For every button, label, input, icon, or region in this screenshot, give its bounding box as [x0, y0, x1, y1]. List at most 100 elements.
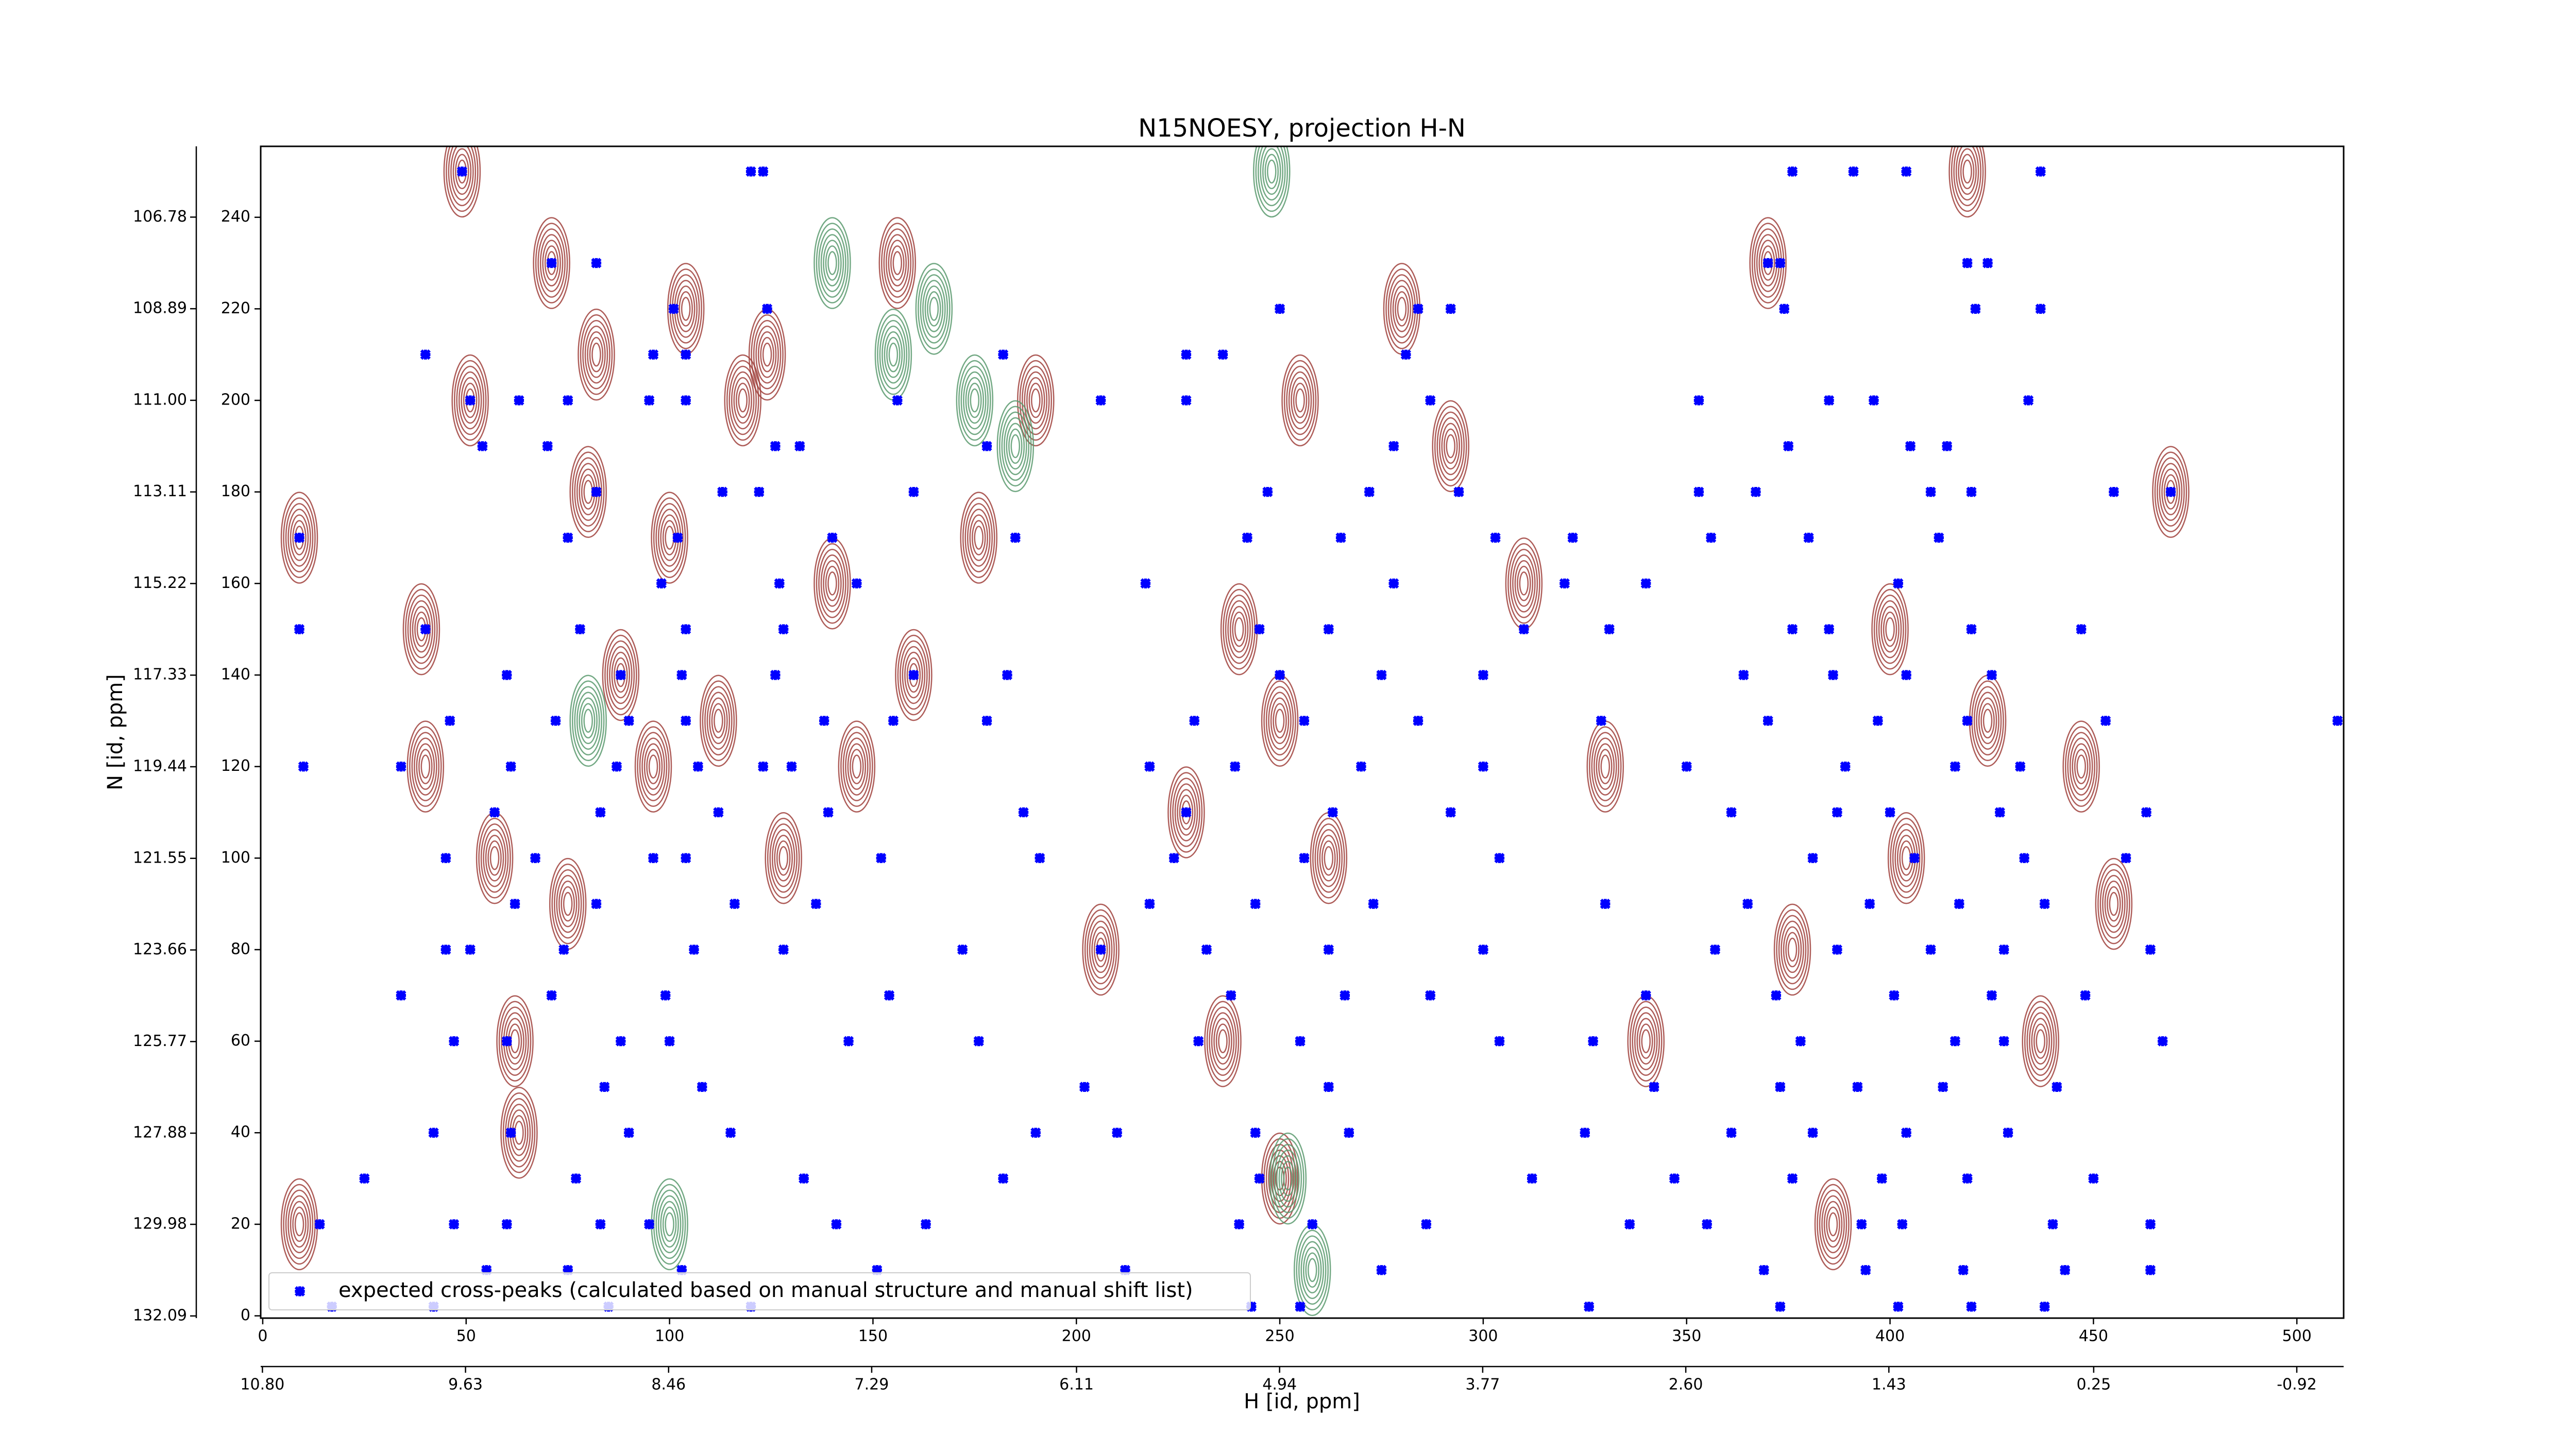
cross-peak — [1693, 395, 1704, 406]
contour — [820, 554, 844, 613]
contour — [1324, 846, 1334, 870]
cross-peak — [1580, 1127, 1590, 1138]
cross-peak — [1230, 761, 1241, 772]
contour — [888, 240, 907, 287]
contour — [1087, 915, 1115, 985]
x2-tick-label: 1.43 — [1872, 1376, 1906, 1394]
contour — [292, 1206, 307, 1242]
cross-peak — [843, 1036, 854, 1047]
cross-peak — [1742, 898, 1753, 909]
cross-peak — [1494, 1036, 1505, 1047]
cross-peak — [676, 669, 687, 681]
cross-peak — [448, 1219, 460, 1230]
contour — [1505, 537, 1543, 630]
contour — [816, 223, 849, 304]
contour — [1880, 605, 1900, 653]
contour — [416, 743, 435, 790]
contour — [883, 228, 912, 298]
cross-peak — [1246, 1301, 1257, 1312]
cross-peak — [1864, 898, 1875, 909]
contour — [1591, 732, 1620, 801]
contour — [1286, 365, 1314, 435]
cross-peak — [1453, 486, 1464, 497]
cross-peak — [1445, 304, 1456, 314]
cross-peak — [501, 669, 512, 681]
contour — [542, 240, 561, 287]
cross-peak — [615, 669, 626, 681]
cross-peak — [1856, 1219, 1867, 1230]
cross-peak — [2100, 715, 2111, 726]
contour — [287, 509, 311, 567]
contour — [587, 331, 606, 378]
cross-peak — [872, 1265, 883, 1275]
y-tick-label: 60 — [231, 1032, 250, 1050]
contour — [2107, 886, 2121, 922]
cross-peak — [1832, 944, 1843, 955]
contour — [1519, 571, 1529, 596]
cross-peak — [1738, 669, 1749, 681]
contour — [1089, 920, 1113, 979]
contour — [535, 223, 568, 304]
contour — [1871, 583, 1909, 676]
cross-peak — [1388, 441, 1399, 451]
contour — [1211, 1012, 1235, 1070]
cross-peak — [1262, 486, 1273, 497]
x-tick-label: 200 — [1062, 1327, 1091, 1345]
contour — [776, 840, 791, 876]
contour — [818, 228, 846, 298]
y2-tick-label: 106.78 — [133, 208, 187, 226]
contour — [728, 365, 757, 435]
contour — [660, 1201, 679, 1248]
cross-peak — [1010, 532, 1021, 543]
cross-peak — [2145, 944, 2156, 955]
contour — [1261, 675, 1299, 767]
contour — [583, 709, 593, 733]
contour — [450, 146, 474, 201]
cross-peak — [1217, 349, 1228, 360]
contour — [406, 720, 445, 813]
cross-peak — [823, 807, 834, 818]
contour — [569, 675, 607, 767]
cross-peak — [1885, 807, 1895, 818]
contour — [410, 600, 433, 659]
cross-peak — [1340, 990, 1350, 1001]
contour — [1268, 692, 1292, 750]
contour — [1630, 1001, 1663, 1082]
contour — [2095, 857, 2133, 950]
x2-tick-label: 8.46 — [651, 1376, 686, 1394]
contour — [1446, 434, 1455, 459]
contour — [1960, 154, 1975, 190]
contour — [1317, 829, 1341, 887]
contour — [1892, 823, 1921, 893]
contour — [579, 697, 598, 745]
contour — [402, 583, 440, 676]
y-tick-label: 160 — [221, 574, 250, 592]
contour — [2024, 1001, 2057, 1082]
cross-peak — [1762, 715, 1773, 726]
cross-peak — [1189, 715, 1200, 726]
contour — [1436, 411, 1465, 481]
contour — [2022, 995, 2059, 1087]
contour — [1962, 159, 1972, 184]
contour — [818, 549, 846, 618]
contour — [1443, 428, 1458, 464]
cross-peak — [1518, 624, 1529, 635]
y2-tick-label: 121.55 — [133, 849, 187, 867]
cross-peak — [2047, 1219, 2058, 1230]
contour — [958, 360, 991, 441]
contour — [1295, 388, 1305, 413]
contour — [2062, 720, 2100, 813]
contour — [765, 812, 802, 904]
cross-peak — [1962, 715, 1973, 726]
cross-peak — [542, 441, 553, 451]
contour — [556, 874, 580, 933]
cross-peak — [786, 761, 797, 772]
contour — [655, 503, 684, 572]
contour — [458, 371, 482, 430]
contour — [665, 526, 674, 550]
cross-peak — [1400, 349, 1411, 360]
contour — [290, 514, 309, 561]
y-tick-label: 200 — [221, 391, 250, 409]
contour — [1263, 680, 1296, 762]
contour — [1307, 1258, 1317, 1282]
